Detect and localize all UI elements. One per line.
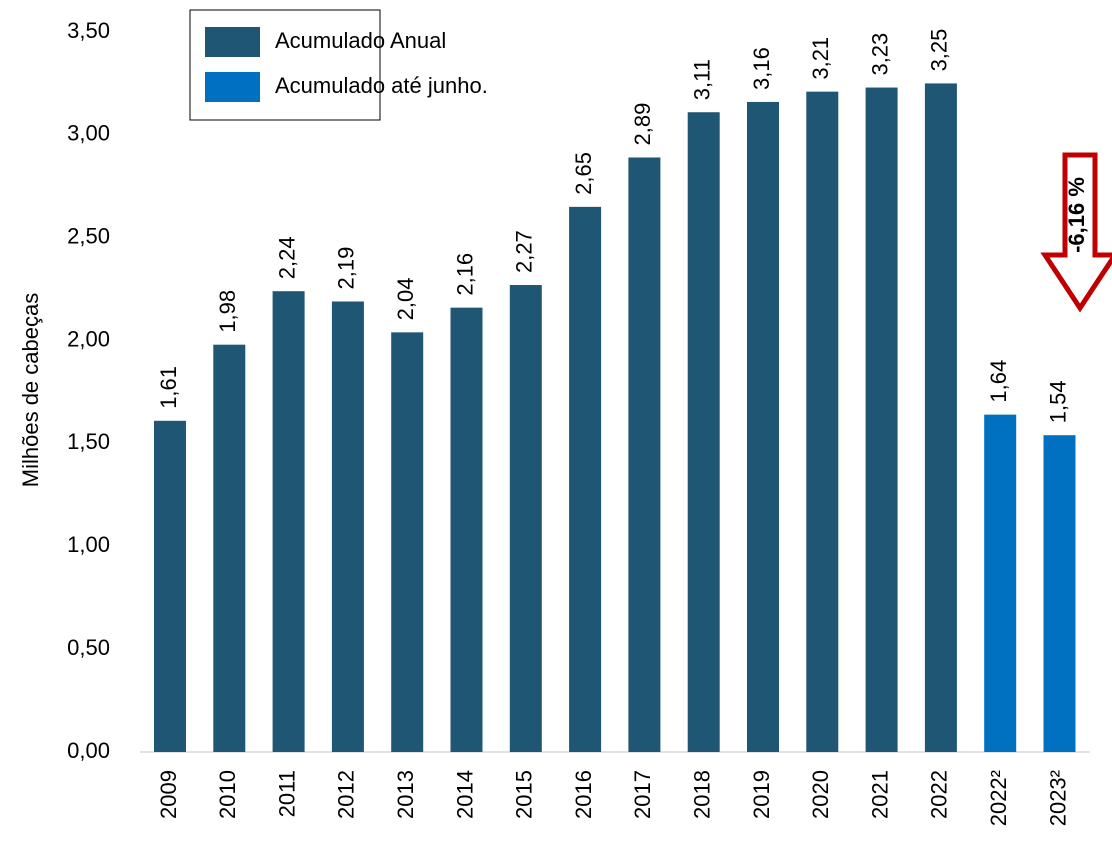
data-label: 3,16	[749, 47, 774, 90]
y-tick-label: 0,00	[67, 738, 110, 763]
y-tick-label: 3,00	[67, 121, 110, 146]
y-axis-title: Milhões de cabeças	[18, 293, 43, 487]
data-label: 2,19	[334, 247, 359, 290]
data-label: 2,04	[393, 278, 418, 321]
arrow	[1040, 152, 1112, 313]
x-tick-label: 2017	[630, 770, 655, 819]
bar	[628, 157, 661, 752]
x-tick-label: 2012	[334, 770, 359, 819]
annotation: -6,16 %	[1064, 177, 1089, 253]
y-tick-label: 0,50	[67, 635, 110, 660]
data-label: 1,61	[156, 366, 181, 409]
data-label: 2,89	[630, 103, 655, 146]
legend-label: Acumulado até junho.	[275, 73, 488, 98]
legend-label: Acumulado Anual	[275, 28, 446, 53]
data-label: 2,27	[512, 230, 537, 273]
x-tick-label: 2022	[927, 770, 952, 819]
data-label: 1,64	[986, 360, 1011, 403]
y-tick-label: 1,00	[67, 532, 110, 557]
bar	[865, 87, 898, 753]
legend-swatch	[205, 27, 260, 57]
bar	[213, 344, 246, 752]
x-tick-label: 2010	[215, 770, 240, 819]
y-tick-label: 2,00	[67, 326, 110, 351]
bar	[509, 285, 542, 752]
bar	[391, 332, 424, 752]
bar	[924, 83, 957, 752]
x-tick-label: 2023²	[1045, 770, 1070, 826]
data-label: 1,98	[215, 290, 240, 333]
x-tick-label: 2018	[690, 770, 715, 819]
bar	[569, 206, 602, 752]
x-tick-label: 2016	[571, 770, 596, 819]
legend-box	[189, 9, 381, 121]
x-tick-label: 2019	[749, 770, 774, 819]
bar	[154, 420, 186, 752]
x-tick-label: 2014	[452, 770, 477, 819]
bar	[806, 91, 839, 752]
bar	[272, 291, 305, 752]
data-label: 2,24	[274, 236, 299, 279]
y-tick-label: 2,50	[67, 224, 110, 249]
x-tick-label: 2022²	[986, 770, 1011, 826]
bar	[1043, 435, 1076, 752]
x-tick-label: 2021	[867, 770, 892, 819]
data-label: 2,65	[571, 152, 596, 195]
legend-swatch	[205, 72, 260, 102]
x-tick-label: 2011	[274, 770, 299, 817]
x-tick-label: 2009	[156, 770, 181, 819]
bar	[331, 301, 364, 752]
data-label: 3,11	[690, 59, 715, 100]
x-tick-label: 2015	[512, 770, 537, 819]
data-label: 3,21	[808, 37, 833, 80]
data-label: 1,54	[1045, 380, 1070, 423]
data-label: 3,23	[867, 33, 892, 76]
bar	[747, 101, 779, 752]
data-label: 3,25	[927, 29, 952, 72]
x-tick-label: 2013	[393, 770, 418, 819]
y-tick-label: 3,50	[67, 18, 110, 43]
bar	[984, 414, 1017, 752]
data-label: 2,16	[452, 253, 477, 296]
bar	[450, 307, 483, 752]
bar	[687, 112, 720, 752]
x-tick-label: 2020	[808, 770, 833, 819]
y-tick-label: 1,50	[67, 429, 110, 454]
